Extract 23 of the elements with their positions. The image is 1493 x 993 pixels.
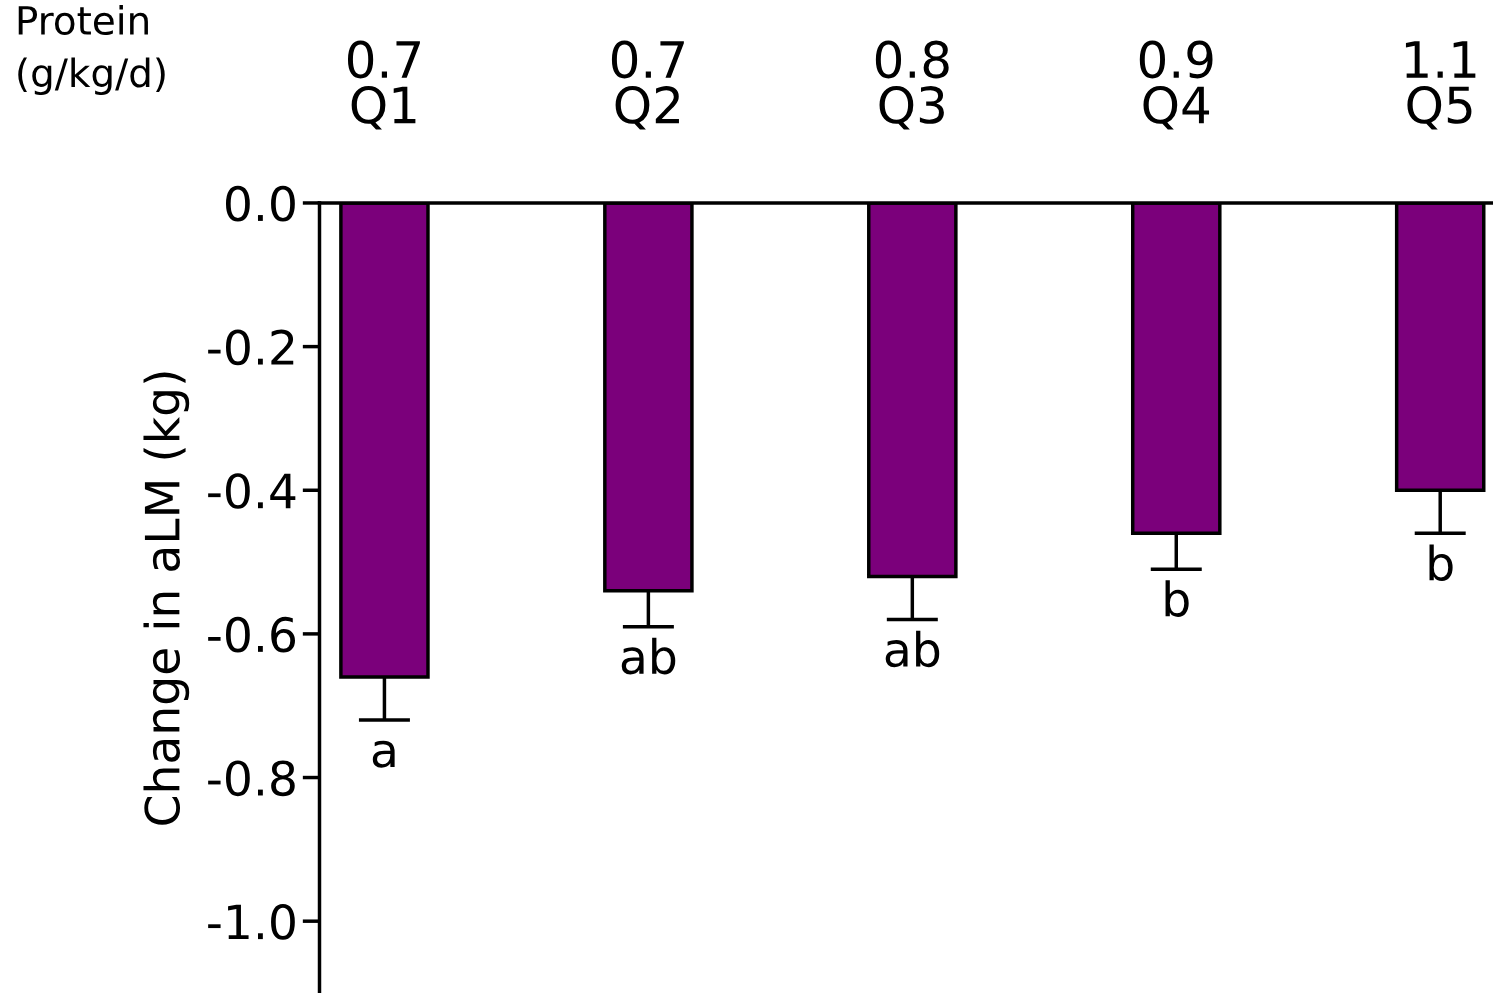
x-tick-label: Q1 bbox=[351, 86, 416, 130]
x-tick-label: Q5 bbox=[1407, 86, 1472, 130]
text: 1.1 bbox=[1405, 41, 1476, 78]
text: 0.7 bbox=[611, 40, 684, 79]
y-axis-title: Change in aLM (kg) bbox=[143, 372, 190, 825]
annotation: b bbox=[1429, 544, 1453, 582]
x-tick-label: Q3 bbox=[879, 86, 944, 130]
y-tick-label: -0.2 bbox=[208, 329, 294, 366]
annotation: ab bbox=[621, 637, 676, 675]
text: Protein (g/kg/d) bbox=[18, 4, 165, 96]
x-tick-label: Q4 bbox=[1143, 86, 1210, 130]
annotation: a bbox=[372, 740, 395, 768]
x-tick-label: Q2 bbox=[615, 86, 679, 130]
text: 0.9 bbox=[1139, 40, 1213, 79]
y-tick-label: -0.8 bbox=[208, 760, 295, 797]
annotation: ab bbox=[885, 630, 940, 668]
text: 0.7 bbox=[347, 40, 420, 79]
text: 0.8 bbox=[875, 40, 949, 79]
y-tick-label: -0.4 bbox=[208, 473, 296, 509]
annotation: b bbox=[1165, 580, 1189, 617]
y-tick-label: -0.6 bbox=[208, 616, 296, 653]
y-tick-label: 0.0 bbox=[225, 185, 295, 222]
y-tick-label: -1.0 bbox=[208, 904, 295, 940]
